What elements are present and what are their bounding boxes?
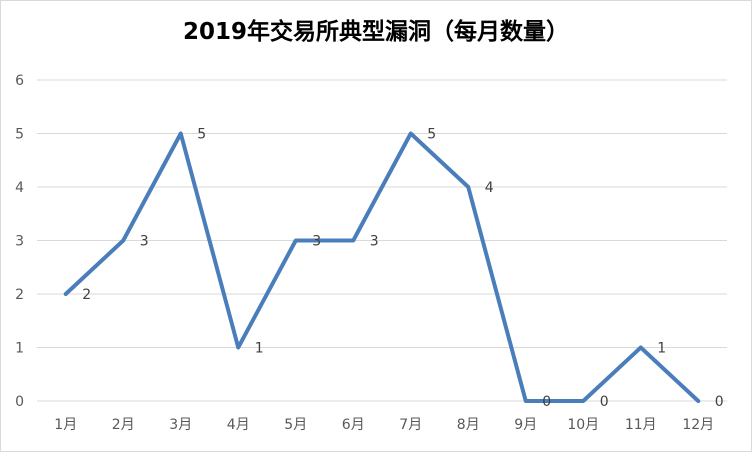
x-tick-label: 11月 [625, 417, 657, 433]
chart-title: 2019年交易所典型漏洞（每月数量） [182, 19, 569, 45]
y-axis-ticks: 0 1 2 3 4 5 6 [15, 73, 24, 410]
y-tick-label: 3 [15, 234, 24, 250]
data-label: 1 [255, 341, 264, 357]
x-axis-ticks: 1月 2月 3月 4月 5月 6月 7月 8月 9月 10月 11月 12月 [54, 417, 714, 433]
y-tick-label: 5 [15, 127, 24, 143]
x-tick-label: 7月 [399, 417, 422, 433]
data-labels: 2 3 5 1 3 3 5 4 0 0 1 0 [82, 127, 723, 411]
y-tick-label: 6 [15, 73, 24, 89]
y-tick-label: 0 [15, 394, 24, 410]
x-tick-label: 1月 [54, 417, 77, 433]
data-label: 3 [370, 234, 379, 250]
data-label: 0 [715, 394, 724, 410]
x-tick-label: 2月 [112, 417, 135, 433]
x-tick-label: 3月 [169, 417, 192, 433]
series-line [63, 131, 701, 403]
data-label: 0 [600, 394, 609, 410]
x-tick-label: 10月 [567, 417, 599, 433]
x-tick-label: 9月 [514, 417, 537, 433]
y-tick-label: 1 [15, 341, 24, 357]
series-line-layer [63, 131, 701, 403]
data-label: 3 [312, 234, 321, 250]
data-label: 5 [427, 127, 436, 143]
data-label: 2 [82, 287, 91, 303]
x-tick-label: 12月 [682, 417, 714, 433]
data-label: 0 [542, 394, 551, 410]
data-label: 4 [485, 180, 494, 196]
x-tick-label: 8月 [457, 417, 480, 433]
y-tick-label: 2 [15, 287, 24, 303]
data-label: 5 [197, 127, 206, 143]
data-label: 1 [657, 341, 666, 357]
x-tick-label: 5月 [284, 417, 307, 433]
x-tick-label: 6月 [342, 417, 365, 433]
x-tick-label: 4月 [227, 417, 250, 433]
y-tick-label: 4 [15, 180, 24, 196]
gridlines [37, 79, 727, 402]
data-label: 3 [140, 234, 149, 250]
